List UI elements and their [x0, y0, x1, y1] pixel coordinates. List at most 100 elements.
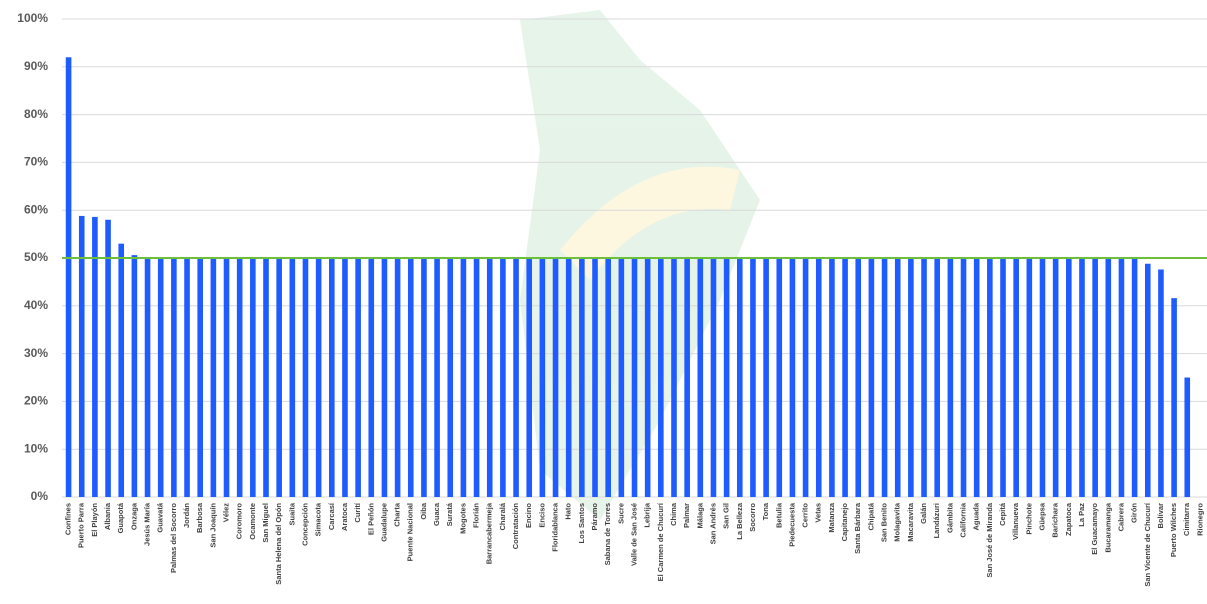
- x-tick-label: El Playón: [90, 503, 99, 537]
- bar: [1039, 258, 1046, 497]
- bar: [1092, 258, 1098, 497]
- bar: [671, 258, 677, 497]
- x-tick-label: Charalá: [498, 502, 507, 530]
- bar: [1000, 258, 1006, 497]
- bar: [1013, 258, 1019, 497]
- bar: [78, 215, 85, 497]
- x-tick-label: Rionegro: [1195, 503, 1204, 536]
- bar: [750, 258, 756, 497]
- bar: [513, 258, 519, 497]
- x-tick-label: Güepsa: [1037, 502, 1046, 530]
- x-tick-label: Curití: [353, 502, 362, 522]
- x-tick-label: Piedecuesta: [787, 502, 796, 547]
- x-tick-label: San José de Miranda: [985, 502, 994, 577]
- x-tick-label: Contratación: [511, 503, 520, 550]
- x-tick-label: La Paz: [1077, 503, 1086, 527]
- bar: [486, 258, 493, 497]
- x-tick-label: Onzaga: [129, 502, 138, 530]
- x-tick-label: Villanueva: [1011, 502, 1020, 540]
- bar: [210, 258, 217, 497]
- x-tick-label: Suaita: [287, 502, 296, 525]
- y-tick-label: 50%: [24, 250, 48, 264]
- bar: [723, 258, 730, 497]
- x-tick-label: San Joaquín: [208, 503, 217, 548]
- x-tick-label: Florián: [472, 503, 481, 528]
- x-tick-label: Los Santos: [577, 503, 586, 543]
- y-tick-label: 80%: [24, 107, 48, 121]
- x-tick-label: Guapotá: [116, 502, 125, 533]
- x-tick-label: Valle de San José: [629, 503, 638, 566]
- bar: [973, 258, 980, 497]
- bar: [618, 258, 625, 497]
- x-tick-label: Capitanejo: [840, 503, 849, 542]
- bar: [605, 258, 611, 497]
- x-tick-label: El Carmen de Chucurí: [656, 502, 665, 581]
- x-tick-label: Cepitá: [998, 502, 1007, 526]
- bar: [197, 258, 203, 497]
- x-tick-label: Santa Bárbara: [853, 502, 862, 554]
- y-tick-label: 90%: [24, 59, 48, 73]
- bar: [829, 258, 835, 497]
- bar: [1131, 258, 1138, 497]
- bar: [1026, 258, 1033, 497]
- bar: [315, 258, 322, 497]
- bar: [947, 258, 954, 497]
- x-tick-label: Concepción: [300, 503, 309, 546]
- bar: [1184, 377, 1191, 497]
- x-tick-label: El Guacamayo: [1090, 503, 1099, 555]
- x-tick-label: Barrancabermeja: [485, 502, 494, 564]
- x-tick-label: Albania: [103, 502, 112, 530]
- bar: [1105, 258, 1112, 497]
- bar: [1118, 258, 1125, 497]
- x-tick-label: Cimitarra: [1182, 502, 1191, 536]
- bar: [526, 258, 533, 497]
- bar: [855, 258, 862, 497]
- x-tick-label: El Peñón: [366, 503, 375, 536]
- y-tick-label: 0%: [31, 489, 49, 503]
- x-tick-label: Socorro: [748, 503, 757, 532]
- x-tick-label: Chipatá: [866, 502, 875, 530]
- bar: [842, 258, 848, 497]
- x-tick-label: Macaravita: [906, 502, 915, 542]
- bar: [355, 258, 361, 497]
- bar: [736, 258, 743, 497]
- bar: [157, 258, 164, 497]
- x-tick-label: Enciso: [537, 503, 546, 528]
- y-tick-label: 70%: [24, 155, 48, 169]
- x-tick-label: Barbosa: [195, 502, 204, 533]
- x-tick-label: Aguada: [972, 502, 981, 530]
- bar: [802, 258, 809, 497]
- x-tick-label: San Andrés: [708, 503, 717, 544]
- x-tick-label: Jesús María: [143, 502, 152, 546]
- bar: [1158, 269, 1164, 497]
- x-tick-label: Matanza: [827, 502, 836, 532]
- x-tick-label: Betulia: [774, 502, 783, 528]
- bar: [105, 219, 111, 497]
- bar: [1171, 298, 1177, 497]
- x-tick-label: Lebrija: [643, 502, 652, 527]
- bar: [276, 258, 282, 497]
- bar: [592, 258, 598, 497]
- x-tick-label: Oiba: [419, 502, 428, 519]
- x-tick-label: Tona: [761, 502, 770, 520]
- x-tick-label: Ocamonte: [248, 503, 257, 540]
- x-tick-label: Carcasí: [327, 502, 336, 530]
- x-tick-label: Vélez: [221, 503, 230, 522]
- x-tick-label: Molagavita: [893, 502, 902, 542]
- x-tick-label: Landázuri: [932, 503, 941, 538]
- bar: [447, 258, 454, 497]
- x-tick-label: San Gil: [722, 503, 731, 529]
- x-tick-label: La Belleza: [735, 502, 744, 540]
- x-tick-label: Guavatá: [156, 502, 165, 532]
- bar: [565, 258, 572, 497]
- x-tick-label: San Benito: [880, 503, 889, 543]
- bar: [131, 255, 138, 497]
- x-tick-label: Pinchote: [1024, 503, 1033, 535]
- bar: [552, 258, 559, 497]
- bar: [1144, 263, 1151, 497]
- x-tick-label: Aratoca: [340, 502, 349, 531]
- bar: [381, 258, 388, 497]
- bar: [92, 216, 98, 497]
- x-tick-label: California: [959, 502, 968, 537]
